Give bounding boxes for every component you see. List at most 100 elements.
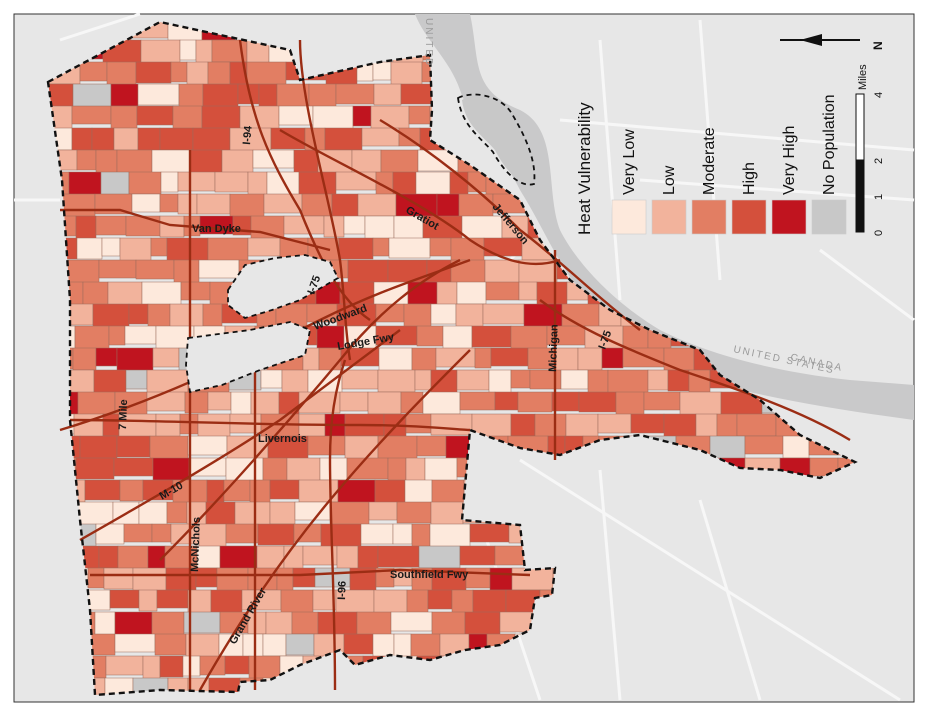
census-tract bbox=[411, 523, 431, 549]
census-tract bbox=[442, 325, 473, 352]
census-tract bbox=[151, 523, 172, 543]
census-tract bbox=[630, 413, 665, 434]
census-tract bbox=[431, 479, 465, 504]
census-tract bbox=[459, 545, 496, 566]
label-united-top: UNITED bbox=[423, 18, 434, 67]
census-tract bbox=[192, 127, 231, 155]
census-tract bbox=[75, 457, 115, 480]
census-tract bbox=[124, 325, 157, 345]
census-tract bbox=[422, 391, 461, 415]
census-tract bbox=[344, 435, 379, 463]
census-tract bbox=[511, 567, 554, 591]
census-tract bbox=[388, 237, 431, 259]
scale-bar-segment-2-4 bbox=[855, 93, 865, 161]
census-tract bbox=[465, 567, 491, 589]
scale-bar: 0 1 2 4 Miles bbox=[855, 64, 885, 236]
census-tract bbox=[152, 457, 190, 481]
census-tract bbox=[79, 61, 108, 82]
census-tract bbox=[198, 259, 240, 279]
census-tract bbox=[458, 193, 494, 218]
census-tract bbox=[110, 83, 139, 107]
census-tract bbox=[202, 303, 223, 327]
legend-label-high: High bbox=[741, 162, 758, 195]
legend-swatch-very-high bbox=[771, 199, 807, 235]
census-tract bbox=[173, 259, 200, 286]
belle-isle-boundary bbox=[457, 93, 536, 186]
scale-bar-segment-0-2 bbox=[855, 159, 865, 233]
road-layer bbox=[59, 39, 851, 691]
census-tract bbox=[560, 369, 589, 390]
census-tract bbox=[128, 171, 162, 195]
census-tract bbox=[450, 237, 485, 263]
census-tract bbox=[166, 501, 188, 524]
census-tract bbox=[179, 39, 197, 61]
highland-park-exclusion bbox=[185, 321, 312, 394]
road-line-i75-south bbox=[539, 299, 851, 442]
census-tract bbox=[116, 149, 153, 176]
census-tract bbox=[113, 457, 154, 477]
census-tract bbox=[98, 545, 119, 569]
census-tract bbox=[100, 171, 130, 199]
census-tract bbox=[695, 413, 718, 438]
city-boundary bbox=[46, 20, 858, 697]
census-tract bbox=[341, 369, 379, 390]
census-tract bbox=[456, 281, 487, 305]
census-tract bbox=[76, 237, 103, 260]
census-tract bbox=[156, 589, 189, 609]
census-tract bbox=[95, 347, 118, 367]
basemap-street bbox=[698, 19, 722, 281]
census-tract bbox=[489, 567, 513, 591]
census-tract bbox=[92, 303, 130, 328]
census-tract bbox=[324, 127, 363, 151]
census-tract bbox=[430, 369, 458, 395]
census-tract bbox=[431, 611, 466, 638]
census-tract bbox=[180, 281, 211, 301]
census-tract bbox=[105, 655, 144, 676]
legend-label-no-population: No Population bbox=[821, 94, 838, 195]
census-tract bbox=[207, 391, 232, 411]
census-tract bbox=[159, 655, 184, 678]
census-tract bbox=[357, 545, 379, 570]
census-tract bbox=[368, 501, 398, 521]
census-tract bbox=[114, 611, 153, 638]
scale-tick-0: 0 bbox=[873, 230, 885, 236]
census-tract bbox=[247, 237, 281, 257]
road-label-7-mile: 7 Mile bbox=[117, 399, 130, 430]
census-tract bbox=[269, 479, 300, 500]
census-tract bbox=[474, 347, 492, 369]
census-tract bbox=[267, 435, 309, 463]
census-tract bbox=[424, 457, 458, 484]
census-tract bbox=[177, 193, 198, 215]
census-tract bbox=[577, 347, 603, 371]
census-tract bbox=[125, 215, 161, 237]
basemap-street bbox=[698, 499, 762, 701]
scale-tick-4: 4 bbox=[873, 92, 885, 98]
census-tract bbox=[578, 391, 617, 413]
census-tract bbox=[247, 567, 278, 591]
census-tract bbox=[266, 171, 300, 198]
census-tract bbox=[408, 105, 431, 125]
census-tract bbox=[185, 633, 220, 661]
census-tract bbox=[286, 457, 321, 484]
census-tract bbox=[430, 303, 457, 325]
census-tract bbox=[146, 391, 186, 412]
census-tract bbox=[352, 105, 372, 127]
census-tract bbox=[207, 61, 231, 87]
census-tract bbox=[159, 193, 179, 213]
census-tract bbox=[160, 171, 179, 193]
census-tract bbox=[224, 655, 250, 675]
census-tract bbox=[260, 369, 283, 389]
road-label-michigan: Michigan bbox=[547, 324, 561, 372]
census-tract bbox=[95, 523, 125, 545]
census-tract bbox=[87, 567, 105, 589]
census-tract bbox=[622, 347, 665, 368]
census-tract bbox=[147, 303, 171, 328]
census-tract bbox=[709, 435, 746, 462]
census-tract bbox=[242, 633, 264, 659]
census-tract bbox=[469, 523, 510, 543]
census-tract bbox=[285, 633, 315, 656]
legend-title: Heat Vulnerability bbox=[575, 102, 594, 235]
road-line-i96 bbox=[328, 359, 347, 691]
